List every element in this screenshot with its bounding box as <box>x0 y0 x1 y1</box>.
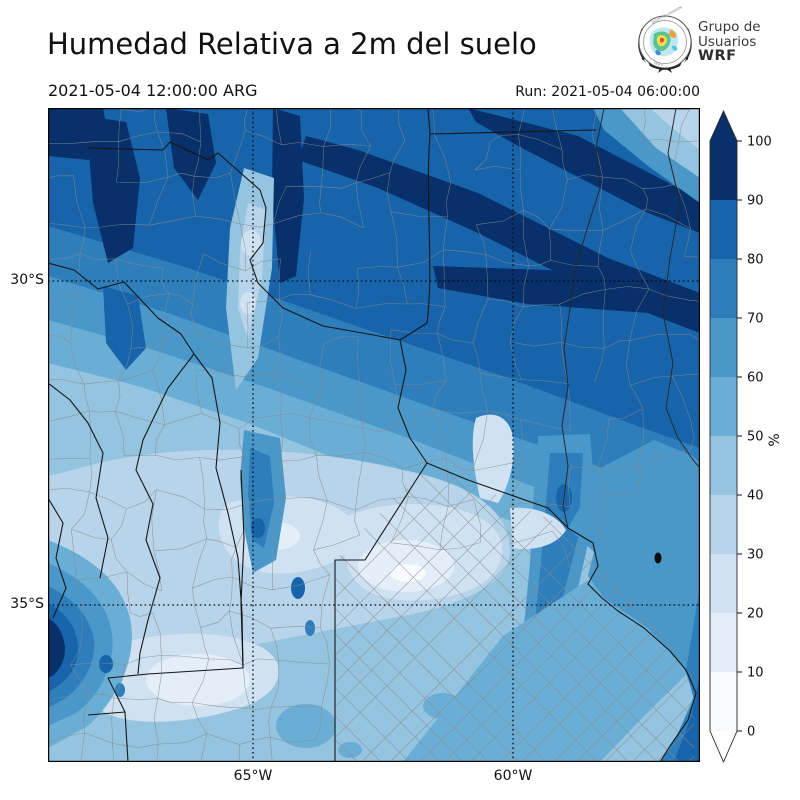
colorbar-tick-label: 100 <box>747 135 772 150</box>
buenos-aires-city-marker <box>654 552 662 564</box>
department-boundaries <box>48 108 700 762</box>
colorbar-tick-label: 80 <box>747 253 764 268</box>
colorbar-bands <box>709 109 738 764</box>
colorbar: 0 10 20 30 40 50 60 70 80 90 100 % <box>700 100 800 780</box>
wrf-users-logo-icon: GRUPO DE USUARIOS W·R·F <box>634 6 696 74</box>
colorbar-tick-label: 60 <box>747 371 764 386</box>
colorbar-ticks: 0 10 20 30 40 50 60 70 80 90 100 <box>737 135 772 740</box>
logo-line3: WRF <box>698 48 737 64</box>
logo-line1: Grupo de <box>698 19 761 35</box>
parana-river <box>561 108 605 529</box>
colorbar-band <box>710 200 737 259</box>
colorbar-canvas: 0 10 20 30 40 50 60 70 80 90 100 % <box>709 109 783 764</box>
colorbar-tick-label: 0 <box>747 725 755 740</box>
lat-tick-35s: 35°S <box>10 596 44 612</box>
lon-tick-60w: 60°W <box>493 768 533 784</box>
colorbar-tick-label: 90 <box>747 194 764 209</box>
rivers <box>561 108 700 529</box>
colorbar-tick-label: 40 <box>747 489 764 504</box>
lon-tick-65w: 65°W <box>233 768 273 784</box>
colorbar-tick-label: 10 <box>747 666 764 681</box>
svg-text:W·R·F: W·R·F <box>654 61 664 67</box>
map-frame <box>48 108 700 762</box>
province-borders <box>48 108 697 762</box>
colorbar-band <box>710 672 737 731</box>
colorbar-tick-label: 20 <box>747 607 764 622</box>
valid-time-label: 2021-05-04 12:00:00 ARG <box>48 81 258 100</box>
colorbar-band <box>710 318 737 377</box>
logo-line2: Usuarios <box>698 33 757 50</box>
logo-text: Grupo de Usuarios WRF <box>698 20 761 64</box>
colorbar-band <box>710 377 737 436</box>
colorbar-band <box>710 141 737 200</box>
atlantic-coastline <box>567 527 697 762</box>
seal-weather-map <box>649 27 679 57</box>
colorbar-band <box>710 613 737 672</box>
lat-tick-30s: 30°S <box>10 272 44 288</box>
colorbar-tick-label: 50 <box>747 430 764 445</box>
colorbar-band <box>710 554 737 613</box>
colorbar-band <box>710 436 737 495</box>
graticule <box>48 108 700 762</box>
colorbar-under-arrow <box>710 731 737 762</box>
colorbar-tick-label: 70 <box>747 312 764 327</box>
colorbar-band <box>710 495 737 554</box>
colorbar-unit-label: % <box>767 433 783 446</box>
colorbar-band <box>710 259 737 318</box>
colorbar-over-arrow <box>710 111 737 141</box>
run-time-label: Run: 2021-05-04 06:00:00 <box>515 84 700 100</box>
page-title: Humedad Relativa a 2m del suelo <box>47 27 537 61</box>
map-panel <box>48 108 700 762</box>
uruguay-river <box>662 108 700 469</box>
humidity-map-canvas <box>48 108 700 762</box>
colorbar-tick-label: 30 <box>747 548 764 563</box>
